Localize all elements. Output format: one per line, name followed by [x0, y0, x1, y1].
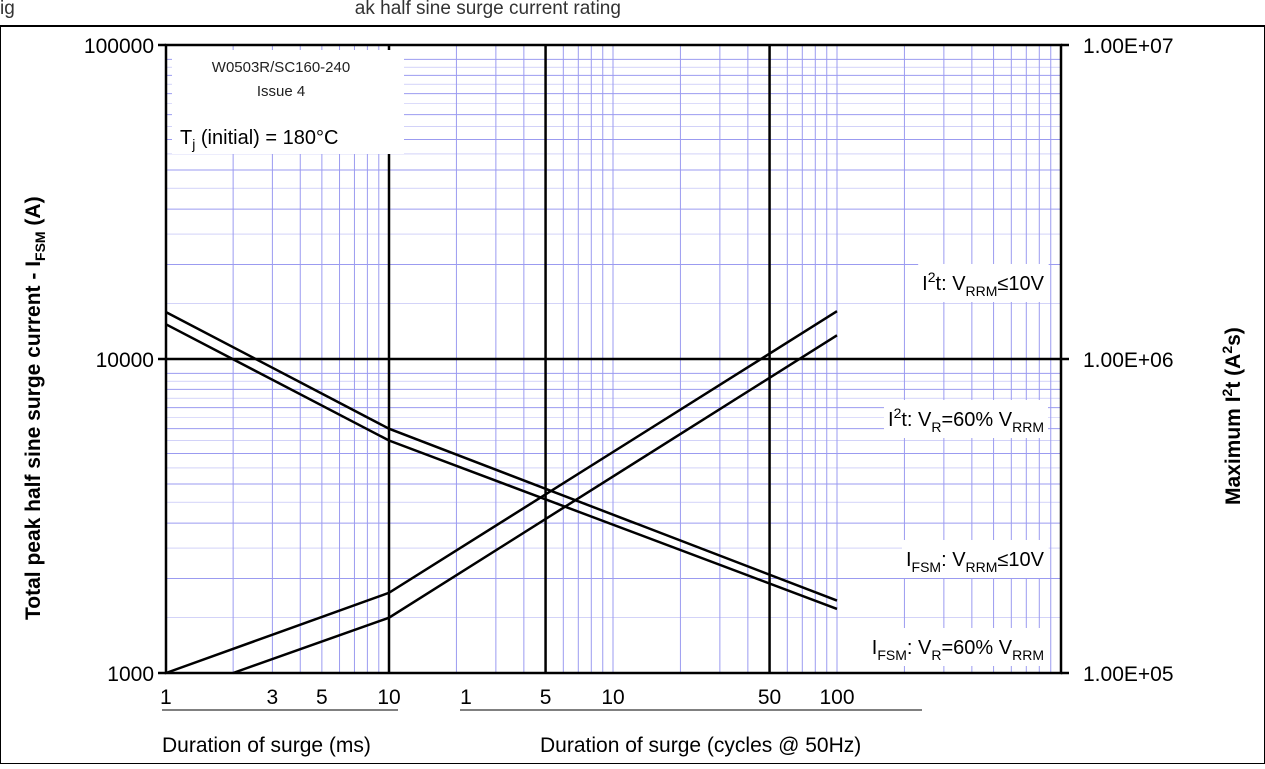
left-tick-label: 100000: [84, 35, 154, 58]
series-line-2: [165, 323, 838, 611]
right-tick-label: 1.00E+07: [1083, 35, 1174, 58]
series-label-background: [867, 628, 1048, 666]
x-cycles-tick-label: 10: [601, 686, 624, 709]
x-cycles-tick-label: 1: [460, 686, 472, 709]
series-line-1: [165, 310, 838, 602]
issue-label: Issue 4: [257, 83, 305, 100]
left-axis-title: Total peak half sine surge current - IFS…: [22, 196, 48, 620]
series-line-3: [165, 310, 838, 675]
series-label-background: [884, 400, 1048, 438]
series-label-background: [901, 540, 1049, 578]
right-tick-label: 1.00E+05: [1083, 663, 1174, 686]
x-axis-cycles-title: Duration of surge (cycles @ 50Hz): [540, 734, 861, 757]
series-label-2: IFSM: VR=60% VRRM: [872, 637, 1044, 663]
series-label-4: I2t: VR=60% VRRM: [888, 405, 1044, 435]
left-tick-label: 1000: [107, 663, 154, 686]
x-axis-ms-ticks: 1 3 5 10: [160, 686, 401, 709]
series-line-4: [232, 334, 838, 675]
right-tick-label: 1.00E+06: [1083, 349, 1174, 372]
series-label-1: IFSM: VRRM≤10V: [906, 549, 1045, 575]
x-cycles-tick-label: 5: [540, 686, 552, 709]
x-ms-tick-label: 3: [267, 686, 279, 709]
right-axis-title: Maximum I2t (A2s): [1219, 327, 1245, 505]
x-ms-tick-label: 10: [377, 686, 400, 709]
left-tick-label: 10000: [96, 349, 154, 372]
x-axis-cycles-ticks: 1 5 10 50 100: [460, 686, 854, 709]
junction-temperature: Tj (initial) = 180°C: [180, 127, 338, 152]
x-ms-tick-label: 5: [316, 686, 328, 709]
left-axis-ticks: 1000 10000 100000: [84, 35, 166, 686]
x-cycles-tick-label: 100: [819, 686, 854, 709]
x-cycles-tick-label: 50: [758, 686, 781, 709]
series-labels: IFSM: VRRM≤10V IFSM: VR=60% VRRM I2t: VRRM…: [867, 264, 1049, 666]
annotation-box: [172, 50, 404, 154]
series-label-background: [918, 264, 1049, 302]
curves: [165, 310, 838, 675]
x-ms-tick-label: 1: [160, 686, 172, 709]
right-axis-ticks: 1.00E+05 1.00E+06 1.00E+07: [1061, 35, 1174, 686]
doc-reference: W0503R/SC160-240: [212, 59, 350, 76]
figure-caption: ig ak half sine surge current rating: [0, 0, 621, 19]
series-label-3: I2t: VRRM≤10V: [922, 269, 1044, 299]
x-axis-ms-title: Duration of surge (ms): [162, 734, 371, 757]
